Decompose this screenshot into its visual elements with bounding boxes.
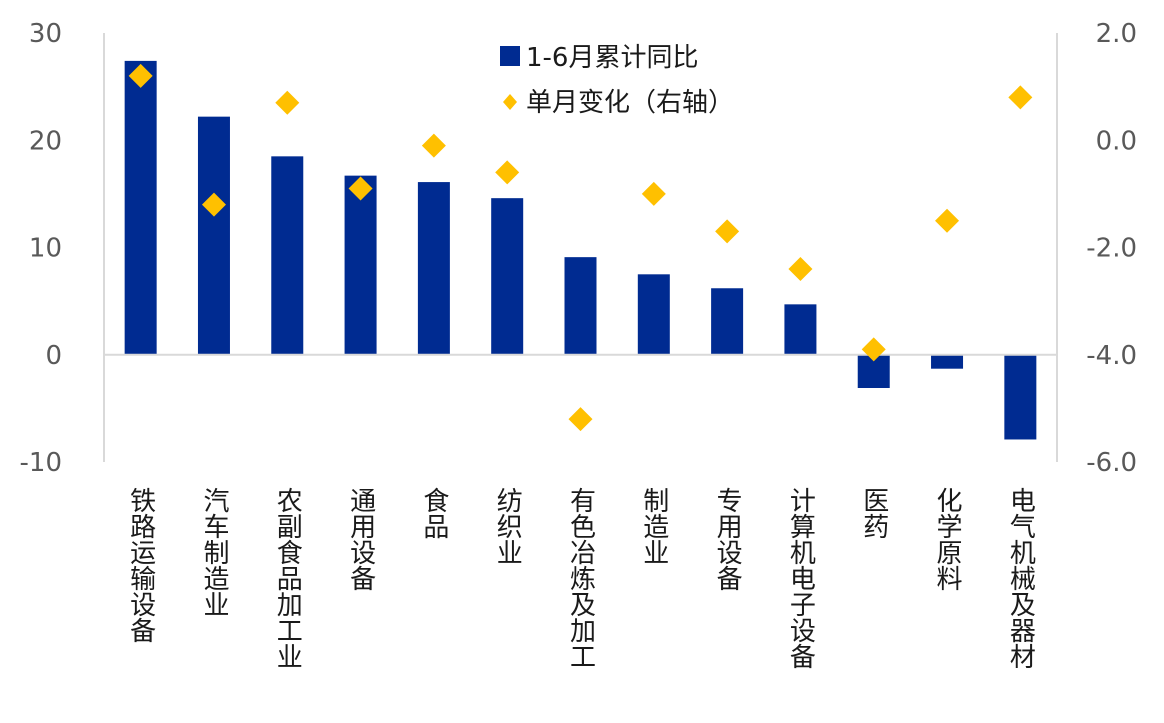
left-axis-ticks: 30 20 10 0 -10 — [20, 19, 62, 478]
right-tick-label: 0.0 — [1096, 126, 1137, 156]
legend-diamond-label: 单月变化（右轴） — [526, 88, 734, 118]
bar — [417, 182, 450, 355]
bar — [491, 198, 524, 355]
diamond-marker — [715, 219, 740, 244]
legend-bar-swatch — [500, 46, 520, 66]
category-label: 通用设备 — [346, 487, 376, 591]
axes — [103, 33, 1058, 462]
bar — [271, 156, 304, 355]
bar — [784, 304, 817, 355]
diamond-marker — [495, 160, 520, 185]
diamond-marker — [861, 337, 886, 362]
bar — [931, 354, 964, 369]
legend-diamond-swatch — [503, 94, 517, 110]
bar — [197, 116, 230, 355]
right-tick-label: -4.0 — [1086, 341, 1137, 371]
category-label: 计算机电子设备 — [785, 487, 815, 669]
left-tick-label: 30 — [29, 19, 62, 49]
diamond-marker — [1008, 85, 1033, 110]
diamond-marker — [641, 181, 666, 206]
category-label: 纺织业 — [492, 487, 522, 565]
diamond-marker — [348, 176, 373, 201]
category-label: 化学原料 — [932, 487, 962, 591]
right-tick-label: -6.0 — [1086, 448, 1137, 478]
diamond-marker — [935, 208, 960, 233]
left-tick-label: 20 — [29, 126, 62, 156]
bar-series — [124, 60, 1037, 440]
bar — [637, 274, 670, 355]
category-label: 电气机械及器材 — [1005, 487, 1035, 669]
diamond-marker — [421, 133, 446, 158]
bar — [1004, 354, 1037, 440]
right-tick-label: 2.0 — [1096, 19, 1137, 49]
diamond-marker — [201, 192, 226, 217]
category-label: 专用设备 — [712, 487, 742, 591]
category-label: 制造业 — [639, 487, 669, 565]
bar — [124, 60, 157, 355]
left-tick-label: -10 — [20, 448, 62, 478]
category-label: 铁路运输设备 — [126, 487, 156, 643]
left-tick-label: 10 — [29, 234, 62, 264]
bar — [344, 175, 377, 355]
diamond-marker — [788, 256, 813, 281]
category-label: 农副食品加工业 — [272, 487, 302, 669]
right-tick-label: -2.0 — [1086, 234, 1137, 264]
bar — [711, 288, 744, 355]
bar — [564, 257, 597, 355]
legend-bar-label: 1-6月累计同比 — [526, 43, 698, 73]
right-axis-ticks: 2.0 0.0 -2.0 -4.0 -6.0 — [1086, 19, 1137, 478]
legend: 1-6月累计同比 单月变化（右轴） — [500, 43, 734, 118]
category-label: 汽车制造业 — [199, 487, 229, 617]
diamond-marker — [128, 63, 153, 88]
category-labels: 铁路运输设备 汽车制造业 农副食品加工业 通用设备 食品 纺织业 有色冶炼及加工 制造业 专用设… — [126, 487, 1036, 669]
diamond-marker — [275, 90, 300, 115]
category-label: 有色冶炼及加工 — [566, 487, 596, 669]
diamond-marker — [568, 407, 593, 432]
left-tick-label: 0 — [45, 341, 62, 371]
category-label: 食品 — [419, 487, 449, 539]
category-label: 医药 — [859, 487, 889, 539]
diamond-series — [128, 63, 1033, 432]
